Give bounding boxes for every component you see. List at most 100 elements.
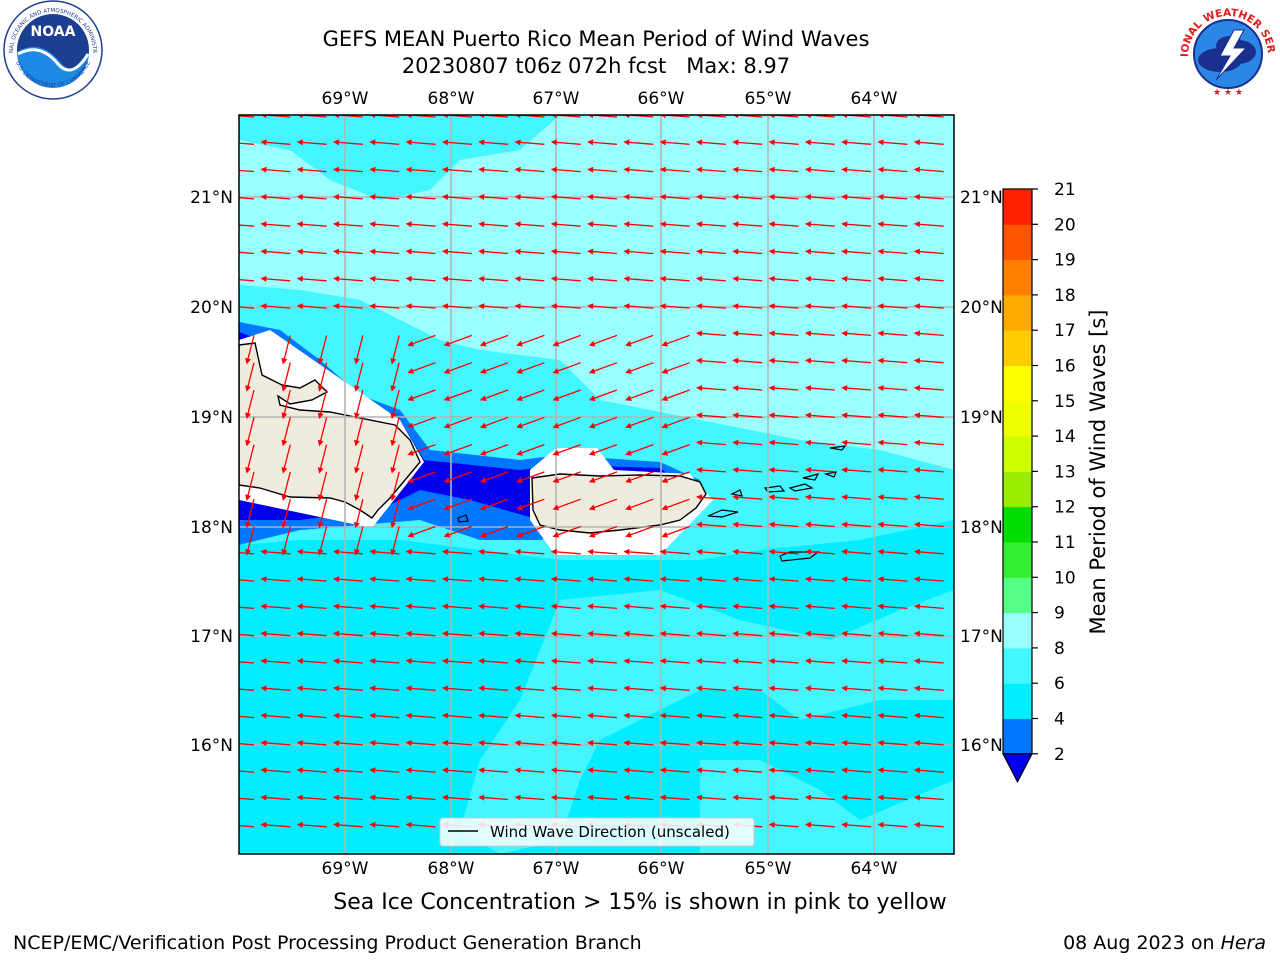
footer-date: 08 Aug 2023 on Hera <box>1063 932 1266 954</box>
direction-arrow <box>913 412 944 419</box>
direction-arrow <box>659 193 690 200</box>
direction-arrow <box>441 603 472 610</box>
direction-arrow <box>369 767 400 774</box>
colorbar-tick-label: 21 <box>1054 180 1076 200</box>
colorbar-tick-label: 19 <box>1054 251 1076 271</box>
direction-arrow <box>768 821 799 828</box>
direction-arrow <box>479 471 509 483</box>
direction-arrow <box>514 248 545 255</box>
direction-arrow <box>841 767 872 774</box>
direction-arrow <box>804 139 835 146</box>
direction-arrow <box>390 526 400 556</box>
direction-arrow <box>296 221 327 228</box>
field-patch-mid-south <box>460 590 954 854</box>
direction-arrow <box>877 821 908 828</box>
direction-arrow <box>587 685 618 692</box>
direction-arrow <box>281 389 291 420</box>
colorbar-segment <box>1003 683 1032 719</box>
direction-arrow <box>841 576 872 583</box>
direction-arrow <box>768 139 799 146</box>
direction-arrow <box>405 767 436 774</box>
direction-arrow <box>695 739 726 746</box>
direction-arrow <box>332 303 363 310</box>
direction-arrow <box>588 362 618 374</box>
direction-arrow <box>332 166 363 173</box>
colorbar-segment <box>1003 365 1032 402</box>
direction-arrow <box>443 416 473 429</box>
direction-arrow <box>695 494 726 501</box>
direction-arrow <box>441 576 472 583</box>
colorbar-segment <box>1003 506 1032 543</box>
direction-arrow <box>369 248 400 255</box>
direction-arrow <box>913 166 944 173</box>
direction-arrow <box>281 471 291 501</box>
direction-arrow <box>317 417 328 447</box>
direction-arrow <box>441 275 472 282</box>
direction-arrow <box>260 630 291 637</box>
direction-arrow <box>550 139 581 146</box>
direction-arrow <box>913 357 944 364</box>
direction-arrow <box>514 193 545 200</box>
direction-arrow <box>441 630 472 637</box>
direction-arrow <box>550 739 581 746</box>
direction-arrow <box>841 685 872 692</box>
legend-label: Wind Wave Direction (unscaled) <box>490 823 730 841</box>
direction-arrow <box>913 303 944 310</box>
direction-arrow <box>623 685 654 692</box>
direction-arrow <box>877 658 908 665</box>
direction-arrow <box>587 193 618 200</box>
direction-arrow <box>659 685 690 692</box>
direction-arrow <box>369 712 400 719</box>
direction-arrow <box>478 275 509 282</box>
direction-arrow <box>514 794 545 801</box>
direction-arrow <box>659 658 690 665</box>
direction-arrow <box>732 794 763 801</box>
direction-arrow <box>317 471 328 501</box>
lat-tick-label-right: 17°N <box>960 627 1003 647</box>
lat-tick-label-right: 18°N <box>960 518 1003 538</box>
direction-arrow <box>478 221 509 228</box>
direction-arrow <box>260 275 291 282</box>
direction-arrow <box>623 548 654 555</box>
direction-arrow <box>804 385 835 392</box>
direction-arrow <box>661 416 690 429</box>
direction-arrow <box>390 335 400 365</box>
direction-arrow <box>332 248 363 255</box>
direction-arrow <box>877 630 908 637</box>
direction-arrow <box>354 335 364 365</box>
direction-arrow <box>695 412 726 419</box>
direction-arrow <box>877 685 908 692</box>
direction-arrow <box>478 139 509 146</box>
direction-arrow <box>239 169 255 173</box>
direction-arrow <box>588 389 618 402</box>
direction-arrow <box>239 115 255 118</box>
direction-arrow <box>552 362 581 374</box>
direction-arrow <box>768 412 799 419</box>
direction-arrow <box>390 444 400 474</box>
direction-arrow <box>587 603 618 610</box>
direction-arrow <box>550 548 581 555</box>
direction-arrow <box>587 767 618 774</box>
direction-arrow <box>260 576 291 583</box>
direction-arrow <box>405 739 436 746</box>
field-patch-mid-southeast <box>700 760 954 854</box>
direction-arrow <box>695 712 726 719</box>
direction-arrow <box>841 494 872 501</box>
direction-arrow <box>804 248 835 255</box>
direction-arrow <box>296 166 327 173</box>
direction-arrow <box>281 417 291 447</box>
direction-arrow <box>332 685 363 692</box>
lat-tick-label-left: 21°N <box>190 188 233 208</box>
direction-arrow <box>695 767 726 774</box>
direction-arrow <box>588 334 618 347</box>
direction-arrow <box>441 767 472 774</box>
lat-tick-label-left: 18°N <box>190 518 233 538</box>
colorbar-segment <box>1003 400 1032 437</box>
colorbar-segment <box>1003 718 1032 755</box>
lon-tick-label-top: 66°W <box>638 89 685 109</box>
colorbar-segment <box>1003 577 1032 614</box>
direction-arrow <box>695 303 726 310</box>
direction-arrow <box>239 688 255 691</box>
direction-arrow <box>550 221 581 228</box>
direction-arrow <box>478 685 509 692</box>
